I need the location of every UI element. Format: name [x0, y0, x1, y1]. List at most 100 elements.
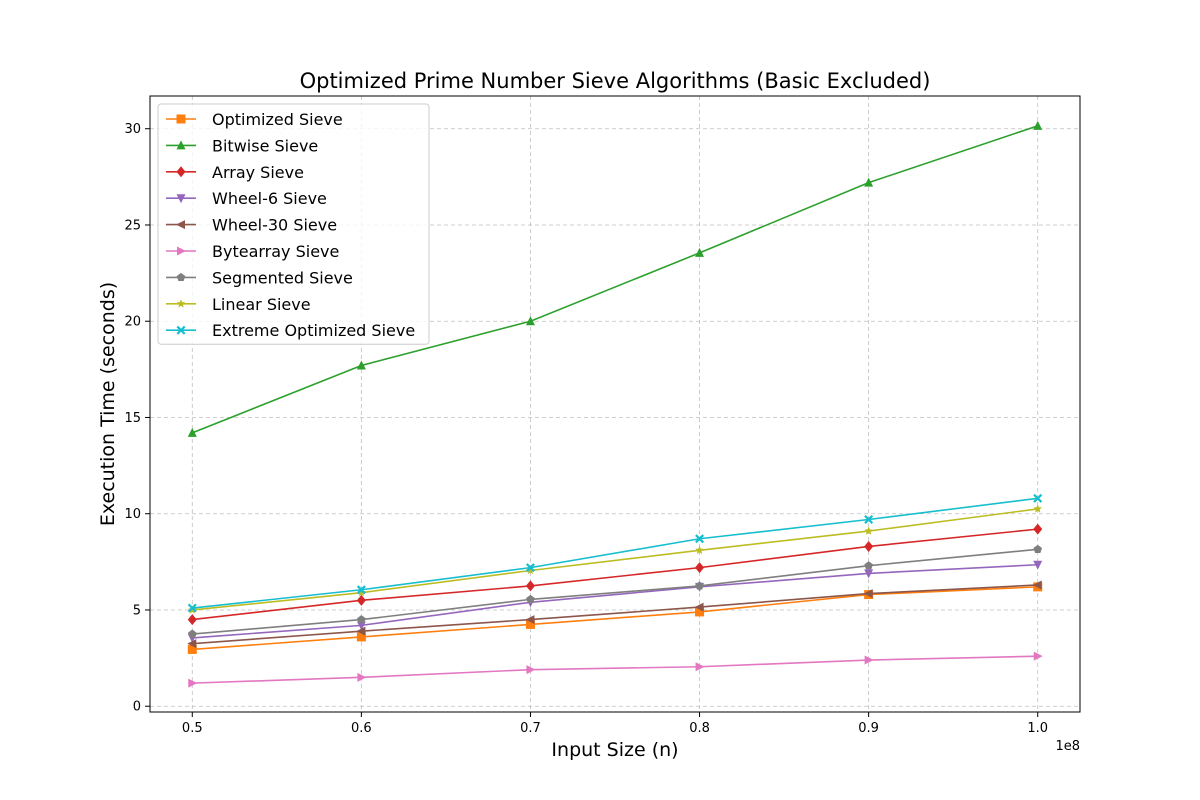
- x-tick-label: 1.0: [1027, 721, 1048, 736]
- chart-title: Optimized Prime Number Sieve Algorithms …: [300, 69, 931, 93]
- data-point-extreme-optimized-sieve: [525, 563, 535, 573]
- data-point-array-sieve: [1033, 523, 1043, 535]
- legend-item: Segmented Sieve: [166, 268, 353, 287]
- legend-marker: [176, 325, 186, 335]
- data-point-wheel-6-sieve: [864, 569, 874, 579]
- legend-item: Array Sieve: [166, 163, 304, 182]
- y-axis-label: Execution Time (seconds): [97, 282, 119, 526]
- series-wheel-6-sieve: [187, 560, 1043, 643]
- series-line-bytearray-sieve: [192, 655, 1038, 684]
- legend-marker: [177, 246, 186, 256]
- series-line-wheel-30-sieve: [192, 584, 1038, 645]
- data-point-array-sieve: [187, 614, 197, 626]
- series-line-optimized-sieve: [192, 586, 1038, 651]
- data-point-bitwise-sieve: [1033, 120, 1043, 130]
- data-point-linear-sieve: [526, 566, 535, 575]
- data-point-extreme-optimized-sieve: [1033, 493, 1043, 503]
- legend-label: Wheel-30 Sieve: [212, 216, 337, 235]
- data-point-bitwise-sieve: [864, 177, 874, 187]
- legend-label: Wheel-6 Sieve: [212, 189, 327, 208]
- x-axis: 0.5 0.6 0.7 0.8 0.9 1.0: [182, 712, 1048, 736]
- data-point-extreme-optimized-sieve: [864, 515, 874, 524]
- series-bytearray-sieve: [188, 651, 1043, 688]
- data-point-array-sieve: [864, 540, 874, 552]
- data-point-wheel-30-sieve: [187, 639, 197, 649]
- legend-label: Bytearray Sieve: [212, 242, 339, 261]
- data-point-segmented-sieve: [1033, 544, 1043, 553]
- data-point-extreme-optimized-sieve: [356, 585, 366, 595]
- data-point-bytearray-sieve: [357, 672, 367, 682]
- data-point-wheel-30-sieve: [356, 626, 366, 636]
- data-point-array-sieve: [356, 594, 366, 606]
- data-point-array-sieve: [525, 580, 535, 592]
- legend-item: Bytearray Sieve: [166, 242, 339, 261]
- data-point-linear-sieve: [357, 588, 366, 597]
- series-linear-sieve: [187, 504, 1043, 614]
- legend-label: Bitwise Sieve: [212, 136, 318, 155]
- data-point-linear-sieve: [695, 545, 704, 554]
- series-array-sieve: [187, 523, 1043, 626]
- data-point-segmented-sieve: [526, 594, 535, 604]
- series-wheel-30-sieve: [187, 580, 1042, 649]
- legend-label: Segmented Sieve: [212, 268, 353, 287]
- series-extreme-optimized-sieve: [187, 493, 1043, 613]
- legend-item: Wheel-6 Sieve: [166, 189, 327, 208]
- legend-marker: [176, 220, 185, 230]
- data-point-extreme-optimized-sieve: [695, 534, 705, 544]
- data-point-wheel-6-sieve: [1033, 560, 1043, 570]
- legend-marker: [176, 114, 186, 124]
- y-tick-label: 30: [124, 122, 141, 137]
- y-tick-label: 5: [133, 603, 141, 618]
- x-tick-label: 0.8: [689, 721, 710, 736]
- x-tick-label: 0.5: [182, 721, 203, 736]
- data-point-extreme-optimized-sieve: [187, 603, 197, 613]
- series-line-bitwise-sieve: [191, 125, 1038, 434]
- data-point-bitwise-sieve: [356, 360, 366, 370]
- data-point-bitwise-sieve: [525, 316, 535, 326]
- data-point-segmented-sieve: [695, 581, 704, 590]
- data-point-optimized-sieve: [695, 607, 705, 617]
- legend: Optimized Sieve Bitwise Sieve Array Sieve W…: [157, 103, 430, 345]
- data-point-bitwise-sieve: [695, 247, 705, 257]
- series-line-extreme-optimized-sieve: [192, 497, 1038, 609]
- data-point-wheel-30-sieve: [863, 589, 873, 599]
- legend-item: Extreme Optimized Sieve: [166, 321, 415, 340]
- data-point-segmented-sieve: [864, 561, 873, 570]
- plot-area-frame: [149, 95, 1081, 713]
- y-tick-label: 10: [124, 507, 141, 522]
- data-point-bytearray-sieve: [695, 662, 705, 672]
- data-point-wheel-6-sieve: [356, 621, 366, 631]
- legend-label: Optimized Sieve: [212, 110, 343, 129]
- series-line-wheel-6-sieve: [192, 563, 1038, 639]
- data-point-segmented-sieve: [187, 629, 197, 638]
- legend-label: Linear Sieve: [212, 295, 311, 314]
- data-point-bytearray-sieve: [188, 678, 198, 688]
- y-tick-label: 15: [124, 411, 141, 426]
- data-point-wheel-30-sieve: [525, 615, 535, 625]
- x-axis-label: Input Size (n): [551, 739, 678, 761]
- data-point-bytearray-sieve: [864, 655, 874, 665]
- legend-item: Wheel-30 Sieve: [166, 216, 337, 235]
- data-point-linear-sieve: [864, 526, 873, 535]
- data-point-bitwise-sieve: [187, 427, 197, 437]
- series-bitwise-sieve: [187, 120, 1043, 437]
- data-point-linear-sieve: [1033, 504, 1043, 513]
- data-point-segmented-sieve: [357, 615, 366, 624]
- legend-item: Linear Sieve: [166, 295, 311, 314]
- series-layer: [187, 120, 1043, 688]
- x-tick-label: 0.6: [351, 721, 372, 736]
- legend-label: Array Sieve: [212, 163, 304, 182]
- data-point-optimized-sieve: [356, 632, 366, 642]
- legend-marker: [176, 272, 186, 282]
- series-segmented-sieve: [187, 544, 1043, 638]
- legend-marker: [176, 299, 186, 308]
- data-point-optimized-sieve: [187, 644, 197, 654]
- grid: [150, 96, 1080, 712]
- legend-label: Extreme Optimized Sieve: [212, 321, 415, 340]
- legend-item: Bitwise Sieve: [166, 136, 318, 155]
- legend-item: Optimized Sieve: [166, 110, 343, 129]
- legend-box: [157, 103, 430, 345]
- data-point-optimized-sieve: [525, 619, 535, 629]
- data-point-wheel-30-sieve: [694, 602, 704, 612]
